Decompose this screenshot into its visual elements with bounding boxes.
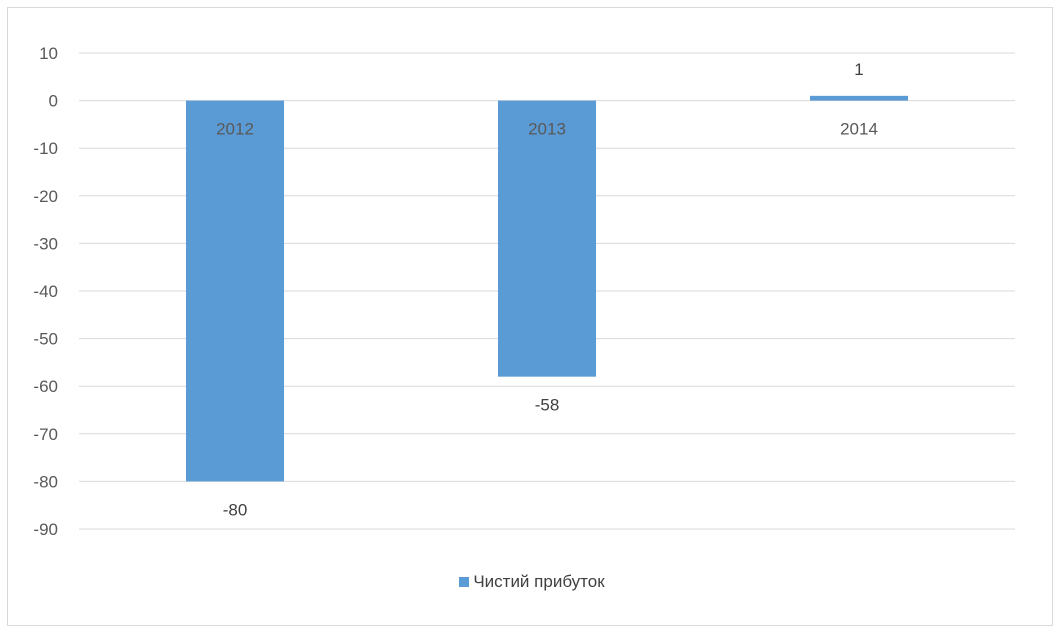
bar-2012 [186,100,284,482]
y-tick-label: -10 [33,139,58,158]
category-label: 2013 [528,120,566,139]
category-label: 2012 [216,120,254,139]
y-tick-label: -60 [33,377,58,396]
data-labels: -80 -58 1 [223,60,864,520]
y-tick-label: -20 [33,187,58,206]
y-tick-label: 10 [39,44,58,63]
bar-2014 [810,95,908,101]
bars [186,95,908,482]
legend-label: Чистий прибуток [473,572,605,591]
y-tick-label: -90 [33,520,58,539]
data-label: -80 [223,500,248,519]
legend: Чистий прибуток [0,572,1064,592]
y-tick-label: -80 [33,472,58,491]
y-tick-label: -70 [33,425,58,444]
y-axis-tick-labels: 10 0 -10 -20 -30 -40 -50 -60 -70 -80 -90 [33,44,58,539]
category-labels: 2012 2013 2014 [216,120,878,139]
y-tick-label: 0 [49,92,58,111]
y-tick-label: -40 [33,282,58,301]
legend-swatch [459,577,470,587]
y-tick-label: -30 [33,234,58,253]
data-label: -58 [535,396,560,415]
data-label: 1 [854,60,863,79]
y-tick-label: -50 [33,330,58,349]
category-label: 2014 [840,120,878,139]
bar-2013 [498,100,596,377]
